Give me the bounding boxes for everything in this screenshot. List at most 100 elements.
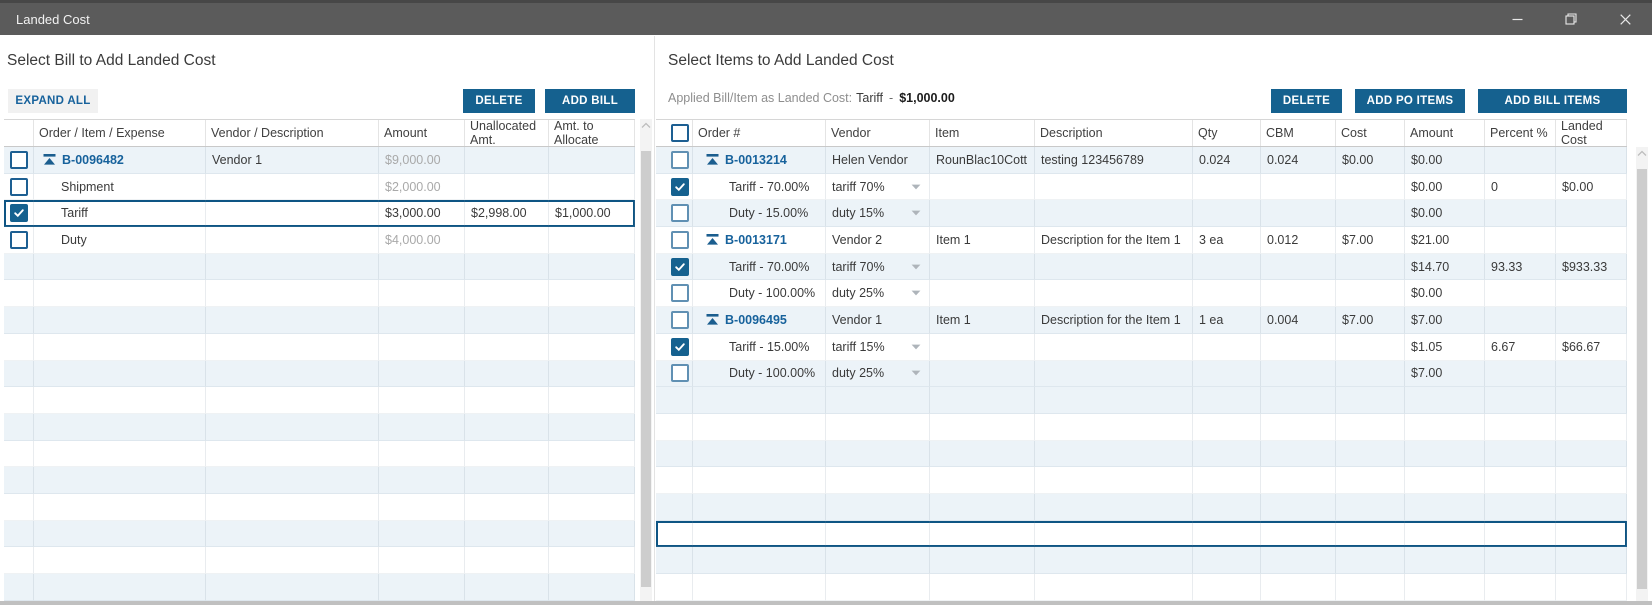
bill-row-empty[interactable] [4,521,635,548]
checkbox-unchecked[interactable] [671,284,689,302]
expand-all-button[interactable]: EXPAND ALL [8,89,98,113]
item-row-empty[interactable] [656,521,1627,548]
titlebar[interactable]: Landed Cost [0,0,1652,35]
checkbox-unchecked[interactable] [10,178,28,196]
dropdown-arrow-icon[interactable] [911,184,921,190]
bill-row-empty[interactable] [4,494,635,521]
item-row-empty[interactable] [656,494,1627,521]
bill-row[interactable]: Duty$4,000.00 [4,227,635,254]
checkbox-unchecked[interactable] [671,231,689,249]
bill-row-empty[interactable] [4,467,635,494]
scrollbar-thumb[interactable] [1637,169,1647,589]
add-bill-items-button[interactable]: ADD BILL ITEMS [1478,89,1627,113]
restore-button[interactable] [1544,3,1598,38]
item-row-empty[interactable] [656,414,1627,441]
bill-row[interactable]: Shipment$2,000.00 [4,174,635,201]
dropdown-arrow-icon[interactable] [911,344,921,350]
column-header-description[interactable]: Description [1035,120,1193,146]
column-header-unallocated-amt[interactable]: Unallocated Amt. [465,120,549,146]
dropdown-arrow-icon[interactable] [911,210,921,216]
collapse-icon[interactable] [43,153,56,166]
expense-type-combobox[interactable]: tariff 70% [826,254,930,281]
collapse-icon[interactable] [706,153,719,166]
close-button[interactable] [1598,3,1652,38]
checkbox-unchecked[interactable] [10,151,28,169]
checkbox-checked[interactable] [671,338,689,356]
item-row-empty[interactable] [656,441,1627,468]
order-link[interactable]: B-0013171 [725,233,787,247]
add-bill-button[interactable]: ADD BILL [545,89,635,113]
dropdown-arrow-icon[interactable] [911,290,921,296]
scroll-up-icon[interactable] [1637,150,1647,157]
order-link[interactable]: B-0096482 [62,153,124,167]
column-header-landed-cost[interactable]: Landed Cost [1556,120,1627,146]
expense-type-combobox[interactable]: tariff 15% [826,334,930,361]
scrollbar-thumb[interactable] [641,151,651,587]
items-table-scrollbar[interactable] [1636,147,1648,601]
checkbox-checked[interactable] [671,178,689,196]
item-row[interactable]: Tariff - 70.00%tariff 70%$14.7093.33$933… [656,254,1627,281]
checkbox-unchecked[interactable] [671,124,689,142]
bill-row-empty[interactable] [4,334,635,361]
bill-row-empty[interactable] [4,280,635,307]
minimize-button[interactable] [1490,3,1544,38]
bill-row-empty[interactable] [4,307,635,334]
checkbox-unchecked[interactable] [671,151,689,169]
bill-row-empty[interactable] [4,361,635,388]
collapse-icon[interactable] [706,313,719,326]
item-row-empty[interactable] [656,467,1627,494]
checkbox-unchecked[interactable] [10,231,28,249]
expense-type-combobox[interactable]: duty 15% [826,200,930,227]
item-row[interactable]: B-0096495Vendor 1Item 1Description for t… [656,307,1627,334]
item-row[interactable]: Duty - 15.00%duty 15%$0.00 [656,200,1627,227]
dropdown-arrow-icon[interactable] [911,264,921,270]
bill-row-empty[interactable] [4,414,635,441]
column-header-qty[interactable]: Qty [1193,120,1261,146]
collapse-icon[interactable] [706,233,719,246]
item-row-empty[interactable] [656,574,1627,601]
item-row-empty[interactable] [656,547,1627,574]
expense-type-combobox[interactable]: tariff 70% [826,174,930,201]
bill-row-empty[interactable] [4,254,635,281]
checkbox-unchecked[interactable] [671,364,689,382]
checkbox-checked[interactable] [671,258,689,276]
items-delete-button[interactable]: DELETE [1271,89,1342,113]
column-header-percent[interactable]: Percent % [1485,120,1556,146]
column-header-order[interactable]: Order # [693,120,826,146]
item-row[interactable]: B-0013214Helen VendorRounBlac10Cotttesti… [656,147,1627,174]
bill-row-empty[interactable] [4,387,635,414]
column-header-order-item-expense[interactable]: Order / Item / Expense [34,120,206,146]
bill-row-empty[interactable] [4,547,635,574]
checkbox-checked[interactable] [10,204,28,222]
column-header-cost[interactable]: Cost [1336,120,1405,146]
expense-type-combobox[interactable]: duty 25% [826,280,930,307]
item-row[interactable]: Duty - 100.00%duty 25%$0.00 [656,280,1627,307]
item-row[interactable]: Duty - 100.00%duty 25%$7.00 [656,361,1627,388]
expense-type-combobox[interactable]: duty 25% [826,361,930,388]
bill-table-scrollbar[interactable] [640,119,652,601]
bill-row[interactable]: B-0096482Vendor 1$9,000.00 [4,147,635,174]
column-header-amount[interactable]: Amount [1405,120,1485,146]
checkbox-unchecked[interactable] [671,204,689,222]
column-header-cbm[interactable]: CBM [1261,120,1336,146]
column-header-vendor[interactable]: Vendor [826,120,930,146]
column-header-vendor-description[interactable]: Vendor / Description [206,120,379,146]
column-header-item[interactable]: Item [930,120,1035,146]
item-row[interactable]: Tariff - 70.00%tariff 70%$0.000$0.00 [656,174,1627,201]
item-row-empty[interactable] [656,387,1627,414]
column-header-amt-to-allocate[interactable]: Amt. to Allocate [549,120,635,146]
item-row[interactable]: Tariff - 15.00%tariff 15%$1.056.67$66.67 [656,334,1627,361]
item-row[interactable]: B-0013171Vendor 2Item 1Description for t… [656,227,1627,254]
column-header-amount[interactable]: Amount [379,120,465,146]
dropdown-arrow-icon[interactable] [911,370,921,376]
bill-row-empty[interactable] [4,441,635,468]
column-header-select[interactable] [656,120,693,146]
order-link[interactable]: B-0013214 [725,153,787,167]
scroll-up-icon[interactable] [641,122,651,129]
checkbox-unchecked[interactable] [671,311,689,329]
bill-row-empty[interactable] [4,574,635,601]
column-header-select[interactable] [4,120,34,146]
bill-delete-button[interactable]: DELETE [463,89,535,113]
add-po-items-button[interactable]: ADD PO ITEMS [1355,89,1465,113]
bill-row[interactable]: Tariff$3,000.00$2,998.00$1,000.00 [4,200,635,227]
